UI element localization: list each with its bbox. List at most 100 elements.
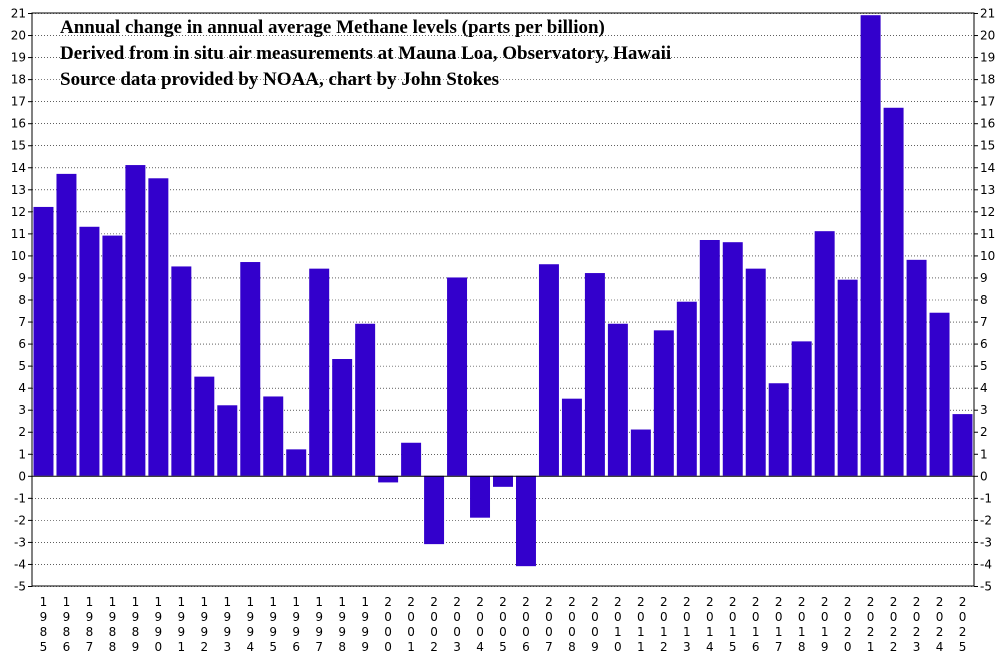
bar bbox=[561, 398, 582, 476]
bar bbox=[493, 475, 513, 487]
bar bbox=[538, 264, 559, 476]
bar bbox=[447, 277, 468, 476]
y-tick-label-right: 1 bbox=[980, 447, 988, 461]
bar bbox=[194, 376, 215, 476]
bar bbox=[401, 442, 422, 476]
bar bbox=[240, 262, 261, 476]
y-tick-label-right: 4 bbox=[980, 381, 988, 395]
y-tick-label-left: 12 bbox=[11, 205, 26, 219]
bar bbox=[791, 341, 812, 476]
bar bbox=[171, 266, 192, 476]
bar bbox=[745, 268, 766, 476]
y-tick-label-right: 9 bbox=[980, 271, 988, 285]
bar bbox=[286, 449, 307, 476]
y-tick-label-left: 19 bbox=[11, 51, 26, 65]
y-tick-label-left: 14 bbox=[11, 161, 26, 175]
y-tick-label-left: 0 bbox=[18, 469, 26, 483]
y-tick-label-left: 18 bbox=[11, 73, 26, 87]
y-tick-label-right: -2 bbox=[980, 513, 992, 527]
y-tick-label-right: -4 bbox=[980, 557, 992, 571]
y-tick-label-right: 17 bbox=[980, 95, 995, 109]
bar bbox=[952, 414, 973, 476]
bar bbox=[125, 165, 146, 476]
bar bbox=[929, 312, 950, 476]
y-tick-label-right: 18 bbox=[980, 73, 995, 87]
y-tick-label-right: 11 bbox=[980, 227, 995, 241]
bar bbox=[148, 178, 169, 476]
y-tick-label-left: 20 bbox=[11, 29, 26, 43]
bar bbox=[814, 231, 835, 476]
y-tick-label-right: 10 bbox=[980, 249, 995, 263]
y-tick-label-right: 6 bbox=[980, 337, 988, 351]
y-tick-label-right: 19 bbox=[980, 51, 995, 65]
y-tick-label-left: -3 bbox=[14, 535, 26, 549]
y-tick-label-left: 7 bbox=[18, 315, 26, 329]
bar bbox=[607, 323, 628, 476]
y-tick-label-left: 21 bbox=[11, 7, 26, 21]
y-tick-label-right: -3 bbox=[980, 535, 992, 549]
y-tick-label-right: 3 bbox=[980, 403, 988, 417]
y-tick-label-left: 10 bbox=[11, 249, 26, 263]
y-tick-label-left: -2 bbox=[14, 513, 26, 527]
y-tick-label-right: -1 bbox=[980, 491, 992, 505]
y-tick-label-right: 21 bbox=[980, 7, 995, 21]
bar bbox=[56, 173, 77, 476]
y-tick-label-right: 15 bbox=[980, 139, 995, 153]
bar bbox=[860, 15, 881, 476]
bar bbox=[332, 359, 353, 476]
bar bbox=[584, 273, 605, 476]
y-tick-label-left: 2 bbox=[18, 425, 26, 439]
y-tick-label-left: -1 bbox=[14, 491, 26, 505]
bar bbox=[33, 206, 54, 476]
bar bbox=[722, 242, 743, 476]
bar bbox=[217, 405, 238, 476]
bar bbox=[102, 235, 123, 476]
bar bbox=[676, 301, 697, 476]
y-tick-label-right: 13 bbox=[980, 183, 995, 197]
y-tick-label-right: 20 bbox=[980, 29, 995, 43]
y-tick-label-right: 5 bbox=[980, 359, 988, 373]
bar bbox=[515, 475, 536, 567]
y-tick-label-right: 0 bbox=[980, 469, 988, 483]
y-tick-label-right: 7 bbox=[980, 315, 988, 329]
bar bbox=[309, 268, 330, 476]
bar bbox=[906, 259, 927, 476]
bar bbox=[263, 396, 284, 476]
y-tick-label-left: 3 bbox=[18, 403, 26, 417]
y-tick-label-left: -5 bbox=[14, 580, 26, 594]
y-tick-label-left: 9 bbox=[18, 271, 26, 285]
bar bbox=[424, 475, 445, 545]
bar bbox=[883, 107, 904, 476]
y-tick-label-right: 16 bbox=[980, 117, 995, 131]
y-tick-label-left: 17 bbox=[11, 95, 26, 109]
bar bbox=[470, 475, 491, 518]
